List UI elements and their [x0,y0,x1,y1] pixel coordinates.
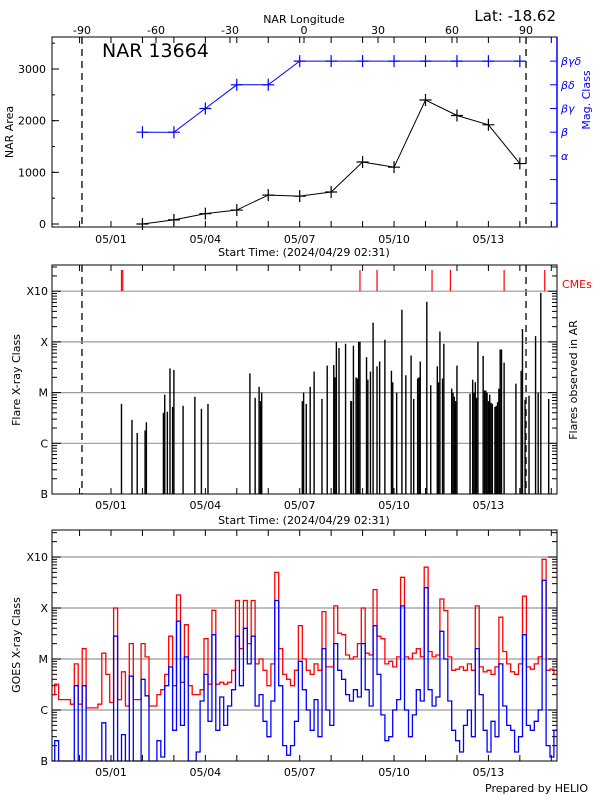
area-data-point [388,161,401,174]
latitude-annotation: Lat: -18.62 [474,7,556,25]
class-tick-label: X [40,336,48,349]
area-data-point [482,118,495,131]
goes-long-channel-line [52,558,557,709]
mag-class-data-point [419,55,432,68]
plot-frame [51,264,558,495]
flares-in-ar-axis-title: Flares observed in AR [567,320,580,440]
mag-class-tick-label: β [560,126,568,139]
x-tick-label: 05/04 [189,233,221,246]
mag-class-data-point [136,126,149,139]
x-tick-label: 05/07 [284,499,316,512]
mag-class-series-line [142,60,520,133]
mag-class-data-point [482,55,495,68]
area-data-point [136,218,149,230]
area-data-point [262,189,275,202]
x-tick-label: 05/04 [189,499,221,512]
x-tick-label: 05/13 [473,233,505,246]
panel1-x-axis-title: Start Time: (2024/04/29 02:31) [218,246,390,259]
class-tick-label: M [39,653,49,666]
class-tick-label: X10 [26,285,48,298]
longitude-tick-label: -90 [73,24,91,37]
longitude-tick-label: -30 [221,24,239,37]
mag-class-data-point [293,55,306,68]
mag-class-data-point [199,102,212,115]
area-data-point [419,94,432,106]
x-tick-label: 05/01 [95,766,127,779]
class-tick-label: B [40,755,48,768]
longitude-tick-label: 30 [371,24,385,37]
class-tick-label: X [40,602,48,615]
mag-class-data-point [167,126,180,139]
area-axis-title: NAR Area [3,106,16,158]
area-data-point [199,207,212,220]
y-tick-label: 3000 [18,63,46,76]
cme-label: CMEs [562,278,592,291]
class-tick-label: B [40,488,48,501]
area-data-point [325,185,338,198]
area-data-point [450,109,463,122]
goes-class-axis-title: GOES X-ray Class [10,597,23,693]
class-tick-label: M [39,387,49,400]
goes-short-channel-line [52,579,557,762]
mag-class-data-point [356,55,369,68]
longitude-axis-title: NAR Longitude [263,13,345,26]
x-tick-label: 05/07 [284,766,316,779]
x-tick-label: 05/07 [284,233,316,246]
area-data-point [513,157,526,170]
class-tick-label: C [40,437,48,450]
mag-class-tick-label: βγδ [560,55,582,68]
mag-class-data-point [513,55,526,68]
plot-frame [51,529,558,762]
class-tick-label: C [40,704,48,717]
x-tick-label: 05/10 [378,499,410,512]
longitude-tick-label: -60 [147,24,165,37]
footer-credit: Prepared by HELIO [485,782,588,795]
flare-class-axis-title: Flare X-ray Class [10,334,23,426]
x-tick-label: 05/01 [95,499,127,512]
x-tick-label: 05/13 [473,766,505,779]
longitude-tick-label: 0 [301,24,308,37]
x-tick-label: 05/10 [378,766,410,779]
longitude-tick-label: 90 [519,24,533,37]
plot-frame [51,36,558,228]
mag-class-data-point [262,78,275,91]
mag-class-data-point [388,55,401,68]
mag-class-data-point [230,78,243,91]
x-tick-label: 05/10 [378,233,410,246]
mag-class-tick-label: βδ [560,79,575,92]
area-data-point [356,156,369,168]
region-title: NAR 13664 [102,40,209,62]
x-tick-label: 05/01 [95,233,127,246]
mag-class-tick-label: βγ [560,103,575,116]
area-series-line [142,99,521,225]
mag-class-data-point [325,55,338,68]
area-data-point [230,204,243,217]
area-data-point [167,213,180,226]
x-tick-label: 05/13 [473,499,505,512]
mag-class-axis-title: Mag. Class [580,70,593,129]
y-tick-label: 2000 [18,115,46,128]
y-tick-label: 1000 [18,166,46,179]
mag-class-tick-label: α [561,150,569,163]
area-data-point [293,190,306,203]
x-tick-label: 05/04 [189,766,221,779]
panel2-x-axis-title: Start Time: (2024/04/29 02:31) [218,514,390,527]
chart-marks: 05/01 05/04 05/07 05/10 05/13 0 1000 2000 3000 -9… [18,24,582,779]
class-tick-label: X10 [26,551,48,564]
y-tick-label: 0 [39,218,46,231]
longitude-tick-label: 60 [445,24,459,37]
mag-class-data-point [450,55,463,68]
